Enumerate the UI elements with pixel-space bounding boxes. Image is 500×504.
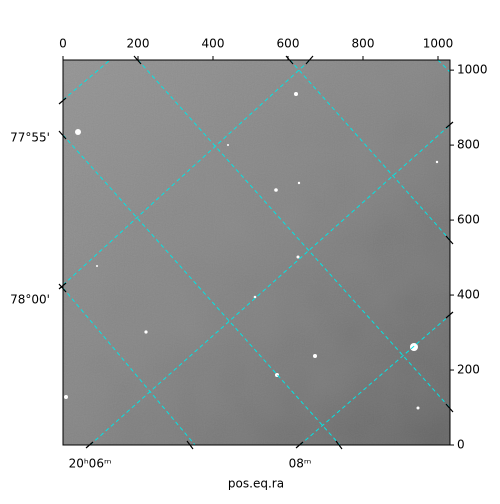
- ra-label: 20ʰ06ᵐ: [69, 457, 112, 471]
- dec-label: 78°00': [10, 293, 50, 307]
- y-tick-label: 800: [457, 138, 480, 152]
- y-tick-label: 1000: [457, 63, 488, 77]
- frame: [62, 59, 451, 446]
- x-tick-label: 800: [352, 37, 375, 51]
- x-tick-label: 400: [202, 37, 225, 51]
- x-tick-label: 0: [59, 37, 67, 51]
- sky-image: [63, 60, 450, 445]
- dec-label: 77°55': [10, 131, 50, 145]
- y-tick-label: 400: [457, 288, 480, 302]
- ra-label: 08ᵐ: [289, 457, 312, 471]
- y-tick-label: 200: [457, 363, 480, 377]
- y-tick-label: 600: [457, 213, 480, 227]
- y-tick-label: 0: [457, 438, 465, 452]
- x-tick-label: 600: [277, 37, 300, 51]
- x-tick-label: 200: [127, 37, 150, 51]
- x-tick-label: 1000: [423, 37, 454, 51]
- x-axis-label: pos.eq.ra: [228, 477, 284, 491]
